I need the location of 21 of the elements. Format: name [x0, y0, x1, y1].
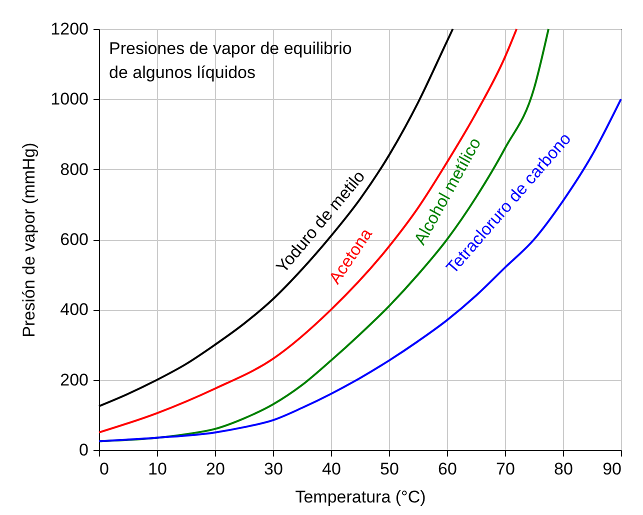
- x-tick-label: 10: [148, 460, 167, 478]
- x-tick-label: 60: [438, 460, 457, 478]
- y-tick-label: 800: [60, 160, 88, 179]
- y-tick-label: 600: [60, 230, 88, 249]
- x-tick-label: 80: [554, 460, 573, 478]
- x-tick-label: 30: [264, 460, 283, 478]
- text: Presiones de vapor de equilibrio de algunos líquidos: [109, 39, 352, 82]
- y-tick-label: 0: [79, 440, 88, 460]
- x-tick-label: 50: [380, 460, 399, 478]
- line-series: [98, 98, 622, 442]
- y-tick-label: 200: [60, 370, 88, 390]
- y-tick-label: 1000: [50, 90, 88, 109]
- x-tick-label: 40: [322, 460, 341, 478]
- x-tick-label: 0: [100, 460, 109, 478]
- x-tick-label: 70: [496, 460, 515, 478]
- x-axis-title: Temperatura (°C): [295, 488, 426, 506]
- y-axis-title: Presión de vapor (mmHg): [20, 142, 39, 338]
- y-tick-label: 400: [60, 300, 88, 320]
- x-tick-label: 90: [602, 460, 622, 478]
- y-tick-label: 1200: [50, 20, 88, 38]
- x-tick-label: 20: [206, 460, 225, 478]
